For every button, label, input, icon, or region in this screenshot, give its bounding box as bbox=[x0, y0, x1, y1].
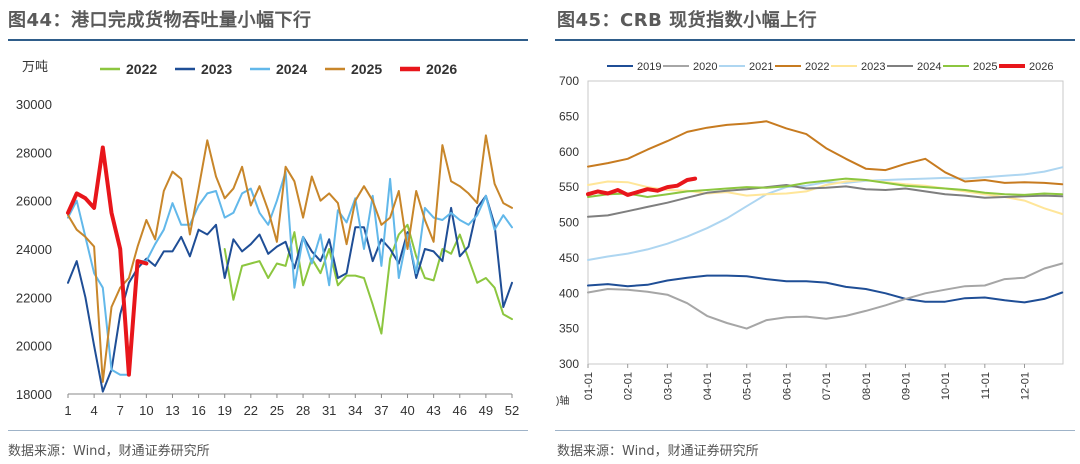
x-tick-label-10: 10 bbox=[139, 403, 153, 418]
series-line-2022 bbox=[587, 120, 1064, 186]
x-tick-label-03-01: 03-01 bbox=[662, 372, 674, 400]
y-tick-label-450: 450 bbox=[559, 251, 579, 265]
left-title-divider bbox=[8, 39, 528, 41]
legend-label-2024: 2024 bbox=[276, 61, 307, 77]
x-tick-label-25: 25 bbox=[270, 403, 284, 418]
x-tick-label-09-01: 09-01 bbox=[900, 372, 912, 400]
series-line-2019 bbox=[587, 274, 1064, 304]
right-title-divider bbox=[555, 39, 1075, 41]
x-tick-label-11-01: 11-01 bbox=[980, 372, 992, 399]
y-tick-label-20000: 20000 bbox=[16, 339, 52, 354]
y-tick-label-400: 400 bbox=[559, 286, 579, 300]
x-tick-label-1: 1 bbox=[64, 403, 71, 418]
legend-label-2023: 2023 bbox=[861, 61, 885, 73]
x-tick-label-28: 28 bbox=[296, 403, 310, 418]
y-tick-label-26000: 26000 bbox=[16, 194, 52, 209]
plot-frame bbox=[587, 80, 1064, 365]
x-tick-label-52: 52 bbox=[505, 403, 519, 418]
x-tick-label-07-01: 07-01 bbox=[821, 372, 833, 400]
y-tick-label-500: 500 bbox=[559, 216, 579, 230]
legend-label-2019: 2019 bbox=[637, 61, 661, 73]
y-tick-label-650: 650 bbox=[559, 109, 579, 123]
legend-label-2023: 2023 bbox=[201, 61, 232, 77]
x-tick-label-34: 34 bbox=[348, 403, 362, 418]
y-tick-label-350: 350 bbox=[559, 322, 579, 336]
legend-label-2025: 2025 bbox=[973, 61, 997, 73]
legend-label-2025: 2025 bbox=[351, 61, 382, 77]
x-tick-label-37: 37 bbox=[374, 403, 388, 418]
right-panel: 图45：CRB 现货指数小幅上行 300 350 400 450 500 550 600 65… bbox=[555, 0, 1080, 464]
x-tick-label-12-01: 12-01 bbox=[1020, 372, 1032, 400]
series-line-2020 bbox=[587, 262, 1064, 330]
axis-note: )轴 bbox=[556, 394, 569, 407]
left-source-note: 数据来源：Wind，财通证券研究所 bbox=[8, 444, 210, 459]
right-chart: 300 350 400 450 500 550 600 650 700 01-01 02-01 03-… bbox=[556, 61, 1064, 407]
series-line-2026 bbox=[586, 176, 698, 197]
series-line-2022 bbox=[223, 223, 513, 335]
legend-label-2024: 2024 bbox=[917, 61, 941, 73]
y-tick-label-30000: 30000 bbox=[16, 97, 52, 112]
y-tick-label-700: 700 bbox=[559, 74, 579, 88]
x-tick-label-13: 13 bbox=[165, 403, 179, 418]
legend-label-2020: 2020 bbox=[693, 61, 717, 73]
legend-label-2021: 2021 bbox=[749, 61, 773, 73]
right-source-divider bbox=[555, 430, 1075, 431]
legend-label-2026: 2026 bbox=[1029, 61, 1053, 73]
legend-label-2026: 2026 bbox=[426, 61, 457, 77]
y-tick-label-300: 300 bbox=[559, 357, 579, 371]
x-tick-label-08-01: 08-01 bbox=[861, 372, 873, 400]
legend-label-2022: 2022 bbox=[805, 61, 829, 73]
y-tick-label-18000: 18000 bbox=[16, 387, 52, 402]
legend-label-2022: 2022 bbox=[126, 61, 157, 77]
x-tick-label-04-01: 04-01 bbox=[702, 372, 714, 400]
left-panel: 图44：港口完成货物吞吐量小幅下行 万吨 18000 20000 22000 24000… bbox=[8, 10, 528, 459]
y-tick-label-28000: 28000 bbox=[16, 145, 52, 160]
y-axis-unit-label: 万吨 bbox=[22, 59, 48, 74]
x-tick-label-02-01: 02-01 bbox=[623, 372, 635, 400]
left-source-divider bbox=[8, 430, 528, 431]
y-tick-label-22000: 22000 bbox=[16, 290, 52, 305]
x-tick-label-05-01: 05-01 bbox=[742, 372, 754, 400]
x-tick-label-01-01: 01-01 bbox=[583, 372, 595, 400]
x-tick-label-49: 49 bbox=[479, 403, 493, 418]
y-tick-label-24000: 24000 bbox=[16, 242, 52, 257]
left-chart-title: 图44：港口完成货物吞吐量小幅下行 bbox=[8, 10, 312, 31]
x-tick-label-7: 7 bbox=[117, 403, 124, 418]
x-tick-label-19: 19 bbox=[217, 403, 231, 418]
series-line-2021 bbox=[587, 166, 1064, 261]
series-line-2023 bbox=[587, 179, 1064, 215]
right-source-note: 数据来源：Wind，财通证券研究所 bbox=[557, 444, 759, 459]
right-chart-title: 图45：CRB 现货指数小幅上行 bbox=[557, 10, 818, 31]
series-line-2024 bbox=[587, 184, 1064, 218]
x-tick-label-43: 43 bbox=[426, 403, 440, 418]
x-tick-label-10-01: 10-01 bbox=[940, 372, 952, 400]
x-tick-label-16: 16 bbox=[191, 403, 205, 418]
left-chart: 万吨 18000 20000 22000 24000 26000 28000 30000 1 4 7… bbox=[16, 59, 519, 418]
y-tick-label-550: 550 bbox=[559, 180, 579, 194]
series-line-2026 bbox=[66, 145, 149, 377]
x-tick-label-06-01: 06-01 bbox=[781, 372, 793, 400]
x-tick-label-31: 31 bbox=[322, 403, 336, 418]
x-tick-label-40: 40 bbox=[400, 403, 414, 418]
series-line-2025 bbox=[587, 177, 1064, 198]
x-tick-label-4: 4 bbox=[91, 403, 98, 418]
y-tick-label-600: 600 bbox=[559, 145, 579, 159]
series-line-2025 bbox=[67, 134, 513, 383]
x-tick-label-46: 46 bbox=[453, 403, 467, 418]
x-tick-label-22: 22 bbox=[244, 403, 258, 418]
